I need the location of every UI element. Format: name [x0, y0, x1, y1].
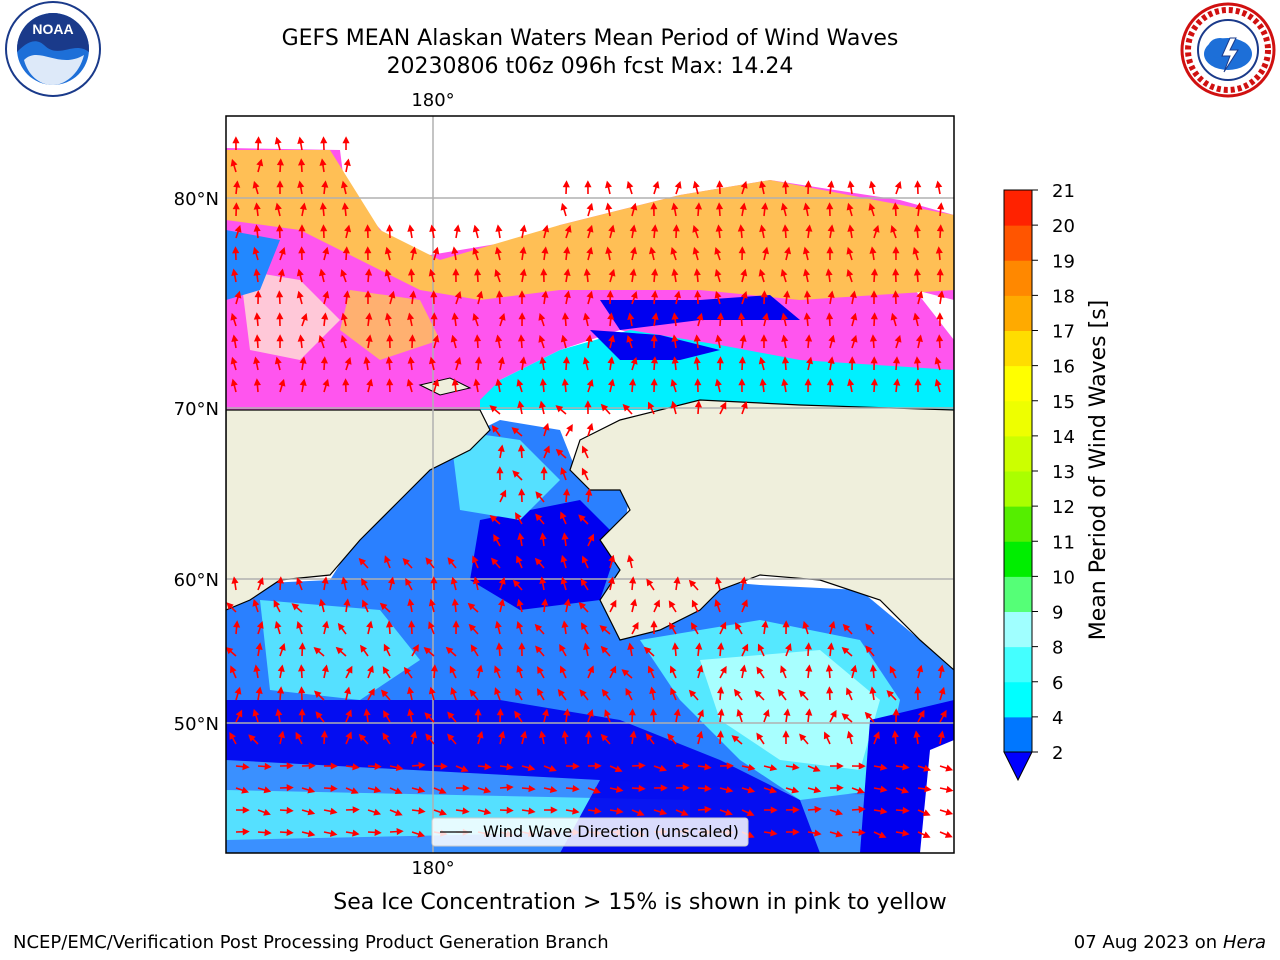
lat-label-60: 60°N: [174, 570, 219, 591]
colorbar-segment: [1004, 506, 1032, 542]
colorbar-tick-label: 16: [1052, 357, 1075, 378]
colorbar-tick-label: 18: [1052, 286, 1075, 307]
nws-logo: [1180, 2, 1276, 98]
lon-label-top: 180°: [411, 90, 454, 111]
svg-text:NOAA: NOAA: [32, 21, 73, 37]
colorbar-segment: [1004, 576, 1032, 612]
colorbar-segment: [1004, 435, 1032, 472]
colorbar-segment: [1004, 611, 1032, 648]
footer-date-text: 07 Aug 2023 on: [1073, 932, 1218, 953]
ocean-region: [480, 330, 954, 410]
colorbar: 2 4 6 8 9 10 11 12 13 14 15 16 17 18 19 20 21: [1003, 181, 1075, 782]
map-area: [226, 116, 954, 853]
colorbar-tick-label: 15: [1052, 392, 1075, 413]
colorbar-segment: [1004, 400, 1032, 437]
colorbar-tick-label: 14: [1052, 427, 1075, 448]
colorbar-tick-label: 21: [1052, 181, 1075, 202]
colorbar-segment: [1004, 646, 1032, 683]
colorbar-tick-label: 6: [1052, 673, 1063, 694]
colorbar-segment: [1004, 681, 1032, 718]
sea-ice-note-text: Sea Ice Concentration > 15% is shown in …: [333, 890, 947, 915]
colorbar-segment: [1004, 190, 1032, 226]
colorbar-segment: [1004, 541, 1032, 577]
footer-credit: NCEP/EMC/Verification Post Processing Pr…: [13, 932, 609, 953]
colorbar-tick-label: 9: [1052, 603, 1063, 624]
colorbar-tick-label: 11: [1052, 532, 1075, 553]
colorbar-tick-label: 4: [1052, 708, 1063, 729]
land-siberia: [226, 409, 491, 611]
colorbar-segment: [1004, 225, 1032, 261]
colorbar-tick-label: 13: [1052, 462, 1075, 483]
colorbar-segment: [1004, 716, 1032, 753]
colorbar-under-triangle: [1003, 751, 1033, 782]
map-frame: [225, 115, 955, 854]
noaa-logo: NOAA: [5, 1, 101, 97]
colorbar-label: Mean Period of Wind Waves [s]: [1086, 300, 1111, 640]
lon-label-bottom: 180°: [411, 858, 454, 879]
colorbar-tick-label: 2: [1052, 743, 1063, 764]
colorbar-tick-label: 8: [1052, 638, 1063, 659]
colorbar-tick-label: 19: [1052, 251, 1075, 272]
chart-title: GEFS MEAN Alaskan Waters Mean Period of …: [281, 26, 899, 51]
colorbar-segment: [1004, 471, 1032, 507]
lat-label-50: 50°N: [174, 714, 219, 735]
colorbar-segment: [1004, 295, 1032, 331]
colorbar-tick-label: 17: [1052, 322, 1075, 343]
colorbar-segment: [1004, 260, 1032, 296]
legend-label: Wind Wave Direction (unscaled): [483, 822, 739, 841]
footer-date: 07 Aug 2023 on Hera: [1074, 932, 1266, 953]
colorbar-tick-label: 10: [1052, 567, 1075, 588]
wind-wave-arrows: [226, 136, 954, 839]
lat-label-70: 70°N: [174, 399, 219, 420]
map-legend: Wind Wave Direction (unscaled): [431, 817, 749, 847]
lat-label-80: 80°N: [174, 189, 219, 210]
sea-ice-note: Sea Ice Concentration > 15% is shown in …: [0, 890, 1280, 915]
footer-host: Hera: [1222, 932, 1266, 953]
colorbar-tick-label: 20: [1052, 216, 1075, 237]
colorbar-segment: [1004, 330, 1032, 367]
colorbar-tick-label: 12: [1052, 497, 1075, 518]
colorbar-segment: [1004, 365, 1032, 402]
chart-subtitle: 20230806 t06z 096h fcst Max: 14.24: [386, 54, 794, 79]
